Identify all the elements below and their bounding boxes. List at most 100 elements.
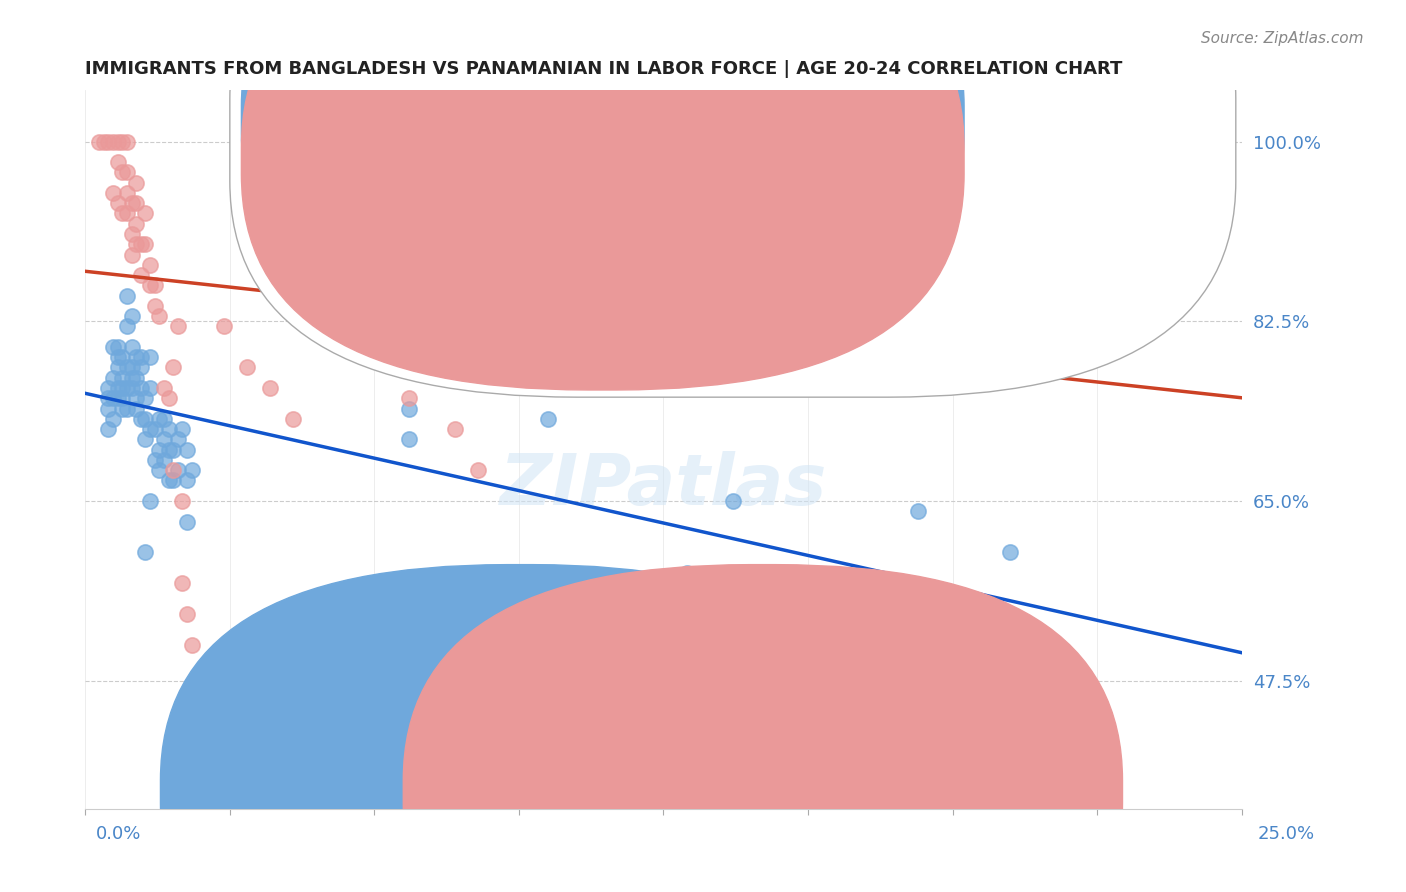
- Point: [162, 463, 184, 477]
- Point: [139, 350, 162, 364]
- Text: R = -0.284   N = 73: R = -0.284 N = 73: [626, 112, 834, 130]
- Point: [111, 392, 134, 406]
- Point: [121, 381, 143, 395]
- FancyBboxPatch shape: [229, 0, 1236, 397]
- Point: [89, 135, 111, 149]
- Point: [537, 135, 560, 149]
- Point: [139, 422, 162, 436]
- Point: [121, 370, 143, 384]
- Point: [111, 381, 134, 395]
- Point: [134, 545, 156, 559]
- Point: [107, 135, 129, 149]
- Point: [111, 401, 134, 416]
- Point: [176, 474, 198, 488]
- Point: [1091, 720, 1114, 734]
- Point: [153, 433, 176, 447]
- Point: [111, 165, 134, 179]
- Point: [212, 319, 235, 334]
- Point: [101, 392, 124, 406]
- Point: [134, 412, 156, 426]
- Point: [129, 350, 152, 364]
- Point: [148, 442, 170, 457]
- Point: [398, 433, 420, 447]
- Point: [125, 237, 148, 252]
- Point: [129, 237, 152, 252]
- Point: [97, 401, 120, 416]
- Point: [129, 360, 152, 375]
- Point: [101, 370, 124, 384]
- Point: [153, 381, 176, 395]
- Point: [121, 227, 143, 241]
- Text: R =  0.475   N = 50: R = 0.475 N = 50: [626, 151, 832, 169]
- Point: [134, 237, 156, 252]
- Point: [125, 370, 148, 384]
- Point: [125, 217, 148, 231]
- FancyBboxPatch shape: [160, 565, 880, 892]
- Text: Immigrants from Bangladesh: Immigrants from Bangladesh: [540, 782, 801, 800]
- Point: [125, 196, 148, 211]
- Point: [107, 340, 129, 354]
- Point: [121, 196, 143, 211]
- Point: [121, 309, 143, 323]
- Point: [134, 392, 156, 406]
- Point: [180, 463, 202, 477]
- Point: [398, 392, 420, 406]
- Point: [125, 401, 148, 416]
- Point: [139, 494, 162, 508]
- Point: [115, 186, 138, 200]
- Point: [162, 474, 184, 488]
- Point: [1000, 135, 1022, 149]
- Text: 25.0%: 25.0%: [1257, 825, 1315, 843]
- Point: [143, 453, 166, 467]
- Point: [153, 412, 176, 426]
- Point: [139, 258, 162, 272]
- Point: [101, 412, 124, 426]
- Point: [259, 381, 281, 395]
- Point: [115, 288, 138, 302]
- Point: [157, 392, 180, 406]
- Point: [115, 319, 138, 334]
- Text: ZIPatlas: ZIPatlas: [499, 451, 827, 520]
- Point: [139, 278, 162, 293]
- Point: [121, 360, 143, 375]
- Point: [125, 392, 148, 406]
- Point: [236, 360, 259, 375]
- Point: [93, 135, 115, 149]
- Point: [491, 309, 513, 323]
- Point: [172, 422, 194, 436]
- Point: [172, 494, 194, 508]
- Point: [352, 309, 374, 323]
- Point: [121, 247, 143, 261]
- Text: 0.0%: 0.0%: [96, 825, 141, 843]
- Point: [115, 381, 138, 395]
- Point: [148, 463, 170, 477]
- Point: [398, 401, 420, 416]
- Point: [157, 422, 180, 436]
- Point: [101, 135, 124, 149]
- Point: [176, 442, 198, 457]
- Point: [166, 433, 188, 447]
- Point: [444, 422, 467, 436]
- Point: [157, 442, 180, 457]
- Point: [1000, 545, 1022, 559]
- FancyBboxPatch shape: [404, 565, 1122, 892]
- Point: [115, 165, 138, 179]
- Point: [111, 370, 134, 384]
- Point: [176, 607, 198, 621]
- Point: [139, 381, 162, 395]
- Point: [153, 453, 176, 467]
- Point: [97, 135, 120, 149]
- Point: [125, 176, 148, 190]
- Point: [101, 340, 124, 354]
- Point: [97, 392, 120, 406]
- Point: [166, 463, 188, 477]
- Point: [157, 474, 180, 488]
- Text: Source: ZipAtlas.com: Source: ZipAtlas.com: [1201, 31, 1364, 46]
- Point: [107, 350, 129, 364]
- Point: [134, 206, 156, 220]
- Point: [134, 433, 156, 447]
- Point: [129, 412, 152, 426]
- Text: Panamanians: Panamanians: [783, 782, 903, 800]
- Point: [111, 135, 134, 149]
- Point: [283, 412, 305, 426]
